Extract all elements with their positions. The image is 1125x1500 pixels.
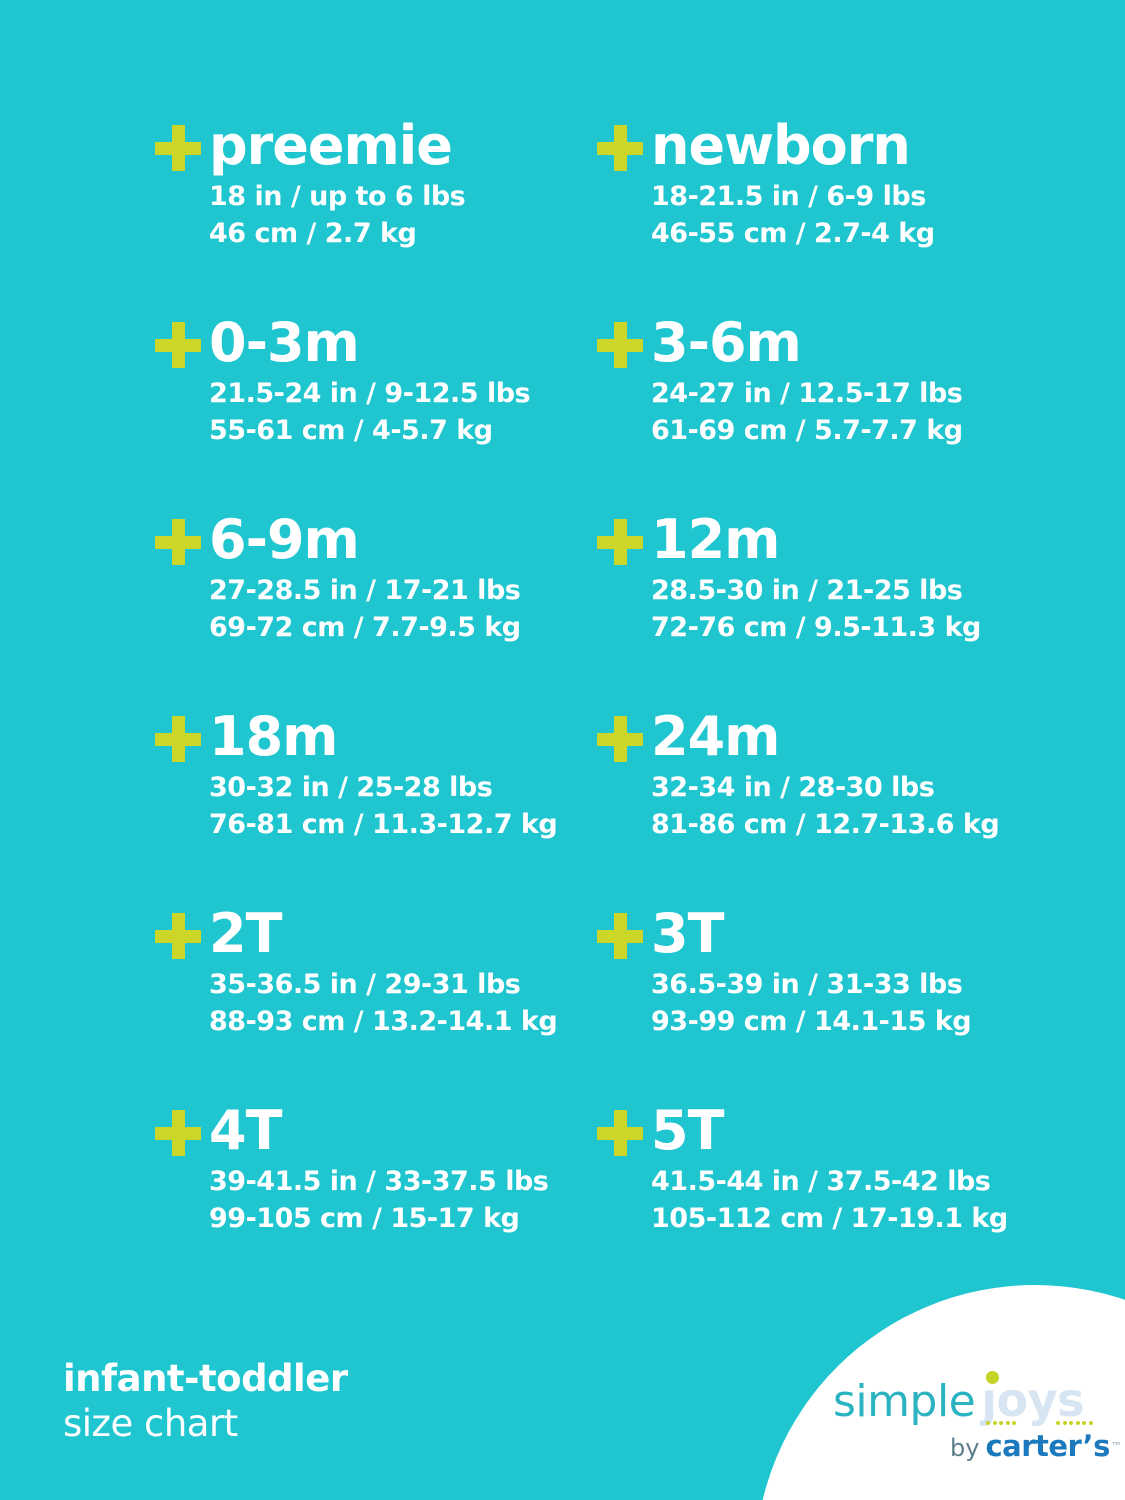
size-name: 2T (209, 902, 282, 965)
trademark-symbol: ™ (1110, 1439, 1122, 1453)
size-card: preemie 18 in / up to 6 lbs 46 cm / 2.7 kg (155, 118, 597, 315)
plus-icon (155, 519, 201, 565)
size-card: 3T 36.5-39 in / 31-33 lbs 93-99 cm / 14.1-… (597, 906, 1039, 1103)
size-card: 0-3m 21.5-24 in / 9-12.5 lbs 55-61 cm / 4-… (155, 315, 597, 512)
size-range-imperial: 36.5-39 in / 31-33 lbs (651, 969, 963, 1000)
size-range-metric: 105-112 cm / 17-19.1 kg (651, 1203, 1008, 1234)
size-range-imperial: 18-21.5 in / 6-9 lbs (651, 181, 926, 212)
logo-simple-text: simple (833, 1376, 976, 1427)
footer-title-block: infant-toddler size chart (63, 1356, 348, 1446)
size-range-metric: 46-55 cm / 2.7-4 kg (651, 218, 935, 249)
logo-by-text: by (950, 1434, 980, 1462)
size-card: 2T 35-36.5 in / 29-31 lbs 88-93 cm / 13.2-… (155, 906, 597, 1103)
logo-carters-text: carter’s (985, 1429, 1110, 1463)
size-range-imperial: 24-27 in / 12.5-17 lbs (651, 378, 963, 409)
footer-title: infant-toddler (63, 1357, 348, 1400)
size-card: 3-6m 24-27 in / 12.5-17 lbs 61-69 cm / 5.7… (597, 315, 1039, 512)
size-range-imperial: 39-41.5 in / 33-37.5 lbs (209, 1166, 549, 1197)
size-range-metric: 76-81 cm / 11.3-12.7 kg (209, 809, 558, 840)
size-range-imperial: 30-32 in / 25-28 lbs (209, 772, 493, 803)
size-name: 3-6m (651, 311, 802, 374)
plus-icon (155, 322, 201, 368)
stitch-dots-right-icon (1056, 1421, 1093, 1425)
size-card: 4T 39-41.5 in / 33-37.5 lbs 99-105 cm / 15… (155, 1103, 597, 1300)
size-range-metric: 69-72 cm / 7.7-9.5 kg (209, 612, 521, 643)
size-card: newborn 18-21.5 in / 6-9 lbs 46-55 cm / 2.… (597, 118, 1039, 315)
size-name: preemie (209, 114, 453, 177)
size-card: 5T 41.5-44 in / 37.5-42 lbs 105-112 cm / 1… (597, 1103, 1039, 1300)
size-grid: preemie 18 in / up to 6 lbs 46 cm / 2.7 kg… (155, 118, 1039, 1300)
size-card: 12m 28.5-30 in / 21-25 lbs 72-76 cm / 9.5-… (597, 512, 1039, 709)
plus-icon (155, 913, 201, 959)
size-name: 3T (651, 902, 724, 965)
size-card: 24m 32-34 in / 28-30 lbs 81-86 cm / 12.7-1… (597, 709, 1039, 906)
size-name: 4T (209, 1099, 282, 1162)
size-name: 24m (651, 705, 780, 768)
size-name: 5T (651, 1099, 724, 1162)
plus-icon (597, 1110, 643, 1156)
brand-wordmark: simple ȷoys (833, 1377, 1084, 1434)
plus-icon (155, 716, 201, 762)
plus-icon (155, 1110, 201, 1156)
size-name: 12m (651, 508, 780, 571)
size-range-metric: 46 cm / 2.7 kg (209, 218, 417, 249)
size-name: 6-9m (209, 508, 360, 571)
logo-joys-text: ȷoys (981, 1373, 1084, 1427)
size-range-imperial: 35-36.5 in / 29-31 lbs (209, 969, 521, 1000)
brand-byline: by carter’s™ (950, 1429, 1122, 1463)
size-range-imperial: 32-34 in / 28-30 lbs (651, 772, 935, 803)
plus-icon (155, 125, 201, 171)
size-range-imperial: 21.5-24 in / 9-12.5 lbs (209, 378, 531, 409)
size-range-metric: 55-61 cm / 4-5.7 kg (209, 415, 493, 446)
size-name: 18m (209, 705, 338, 768)
size-range-metric: 81-86 cm / 12.7-13.6 kg (651, 809, 1000, 840)
size-range-metric: 72-76 cm / 9.5-11.3 kg (651, 612, 981, 643)
size-name: 0-3m (209, 311, 360, 374)
plus-icon (597, 913, 643, 959)
plus-icon (597, 322, 643, 368)
size-range-imperial: 18 in / up to 6 lbs (209, 181, 466, 212)
plus-icon (597, 716, 643, 762)
size-name: newborn (651, 114, 911, 177)
size-card: 6-9m 27-28.5 in / 17-21 lbs 69-72 cm / 7.7… (155, 512, 597, 709)
size-range-imperial: 41.5-44 in / 37.5-42 lbs (651, 1166, 991, 1197)
size-range-metric: 99-105 cm / 15-17 kg (209, 1203, 520, 1234)
size-range-metric: 61-69 cm / 5.7-7.7 kg (651, 415, 963, 446)
plus-icon (597, 125, 643, 171)
size-card: 18m 30-32 in / 25-28 lbs 76-81 cm / 11.3-1… (155, 709, 597, 906)
footer-subtitle: size chart (63, 1402, 238, 1445)
size-range-metric: 88-93 cm / 13.2-14.1 kg (209, 1006, 558, 1037)
size-range-metric: 93-99 cm / 14.1-15 kg (651, 1006, 972, 1037)
plus-icon (597, 519, 643, 565)
logo-j-dot-icon (986, 1371, 999, 1384)
size-range-imperial: 28.5-30 in / 21-25 lbs (651, 575, 963, 606)
size-range-imperial: 27-28.5 in / 17-21 lbs (209, 575, 521, 606)
stitch-dots-left-icon (986, 1421, 1016, 1425)
